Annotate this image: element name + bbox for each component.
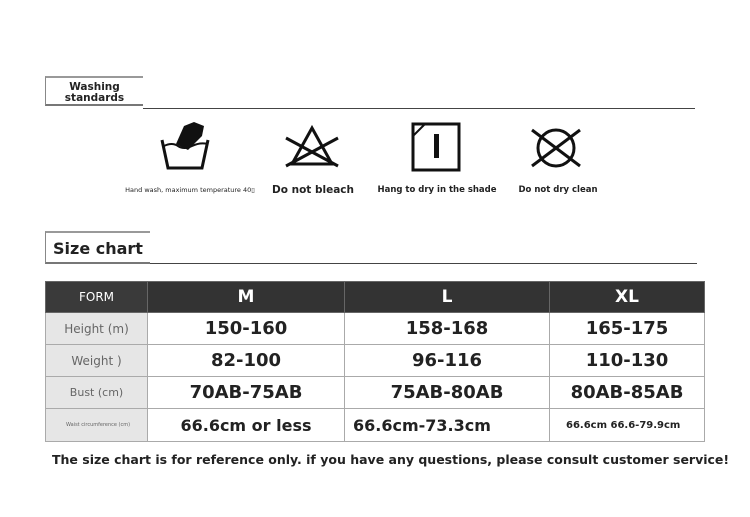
washing-standards-heading: Washing standards (45, 76, 143, 106)
hang-dry-label: Hang to dry in the shade (377, 185, 497, 195)
cell: 70AB-75AB (147, 376, 345, 409)
cell: 165-175 (549, 312, 705, 345)
cell: 80AB-85AB (549, 376, 705, 409)
cell: 66.6cm or less (147, 408, 345, 442)
header-l: L (344, 281, 550, 313)
do-not-bleach-label: Do not bleach (272, 184, 354, 196)
divider (150, 263, 697, 264)
size-chart-table: FORM M L XL Height (m) 150-160 158-168 1… (45, 281, 705, 442)
cell: 66.6cm-73.3cm (344, 408, 550, 442)
header-m: M (147, 281, 345, 313)
table-row: Weight ) 82-100 96-116 110-130 (45, 344, 705, 377)
do-not-dry-clean-label: Do not dry clean (518, 185, 598, 195)
heading-line: standards (64, 92, 125, 104)
cell: 66.6cm 66.6-79.9cm (549, 408, 705, 442)
do-not-bleach-icon (285, 124, 339, 168)
cell: 75AB-80AB (344, 376, 550, 409)
do-not-dry-clean-icon (531, 128, 581, 168)
header-xl: XL (549, 281, 705, 313)
hang-dry-shade-icon (411, 122, 461, 172)
cell: 96-116 (344, 344, 550, 377)
row-label: Waist circumference (cm) (45, 408, 148, 442)
row-label: Height (m) (45, 312, 148, 345)
size-chart-heading: Size chart (45, 231, 150, 264)
table-row: Waist circumference (cm) 66.6cm or less … (45, 408, 705, 442)
header-form: FORM (45, 281, 148, 313)
table-row: Bust (cm) 70AB-75AB 75AB-80AB 80AB-85AB (45, 376, 705, 409)
row-label: Weight ) (45, 344, 148, 377)
cell: 158-168 (344, 312, 550, 345)
cell: 110-130 (549, 344, 705, 377)
table-header-row: FORM M L XL (45, 281, 705, 313)
table-row: Height (m) 150-160 158-168 165-175 (45, 312, 705, 345)
divider (143, 108, 695, 109)
hand-wash-label: Hand wash, maximum temperature 40▯ (125, 186, 255, 194)
row-label: Bust (cm) (45, 376, 148, 409)
cell: 150-160 (147, 312, 345, 345)
heading-line: Washing (69, 81, 120, 93)
size-chart-note: The size chart is for reference only. if… (52, 452, 730, 467)
cell: 82-100 (147, 344, 345, 377)
hand-wash-icon (160, 122, 210, 170)
